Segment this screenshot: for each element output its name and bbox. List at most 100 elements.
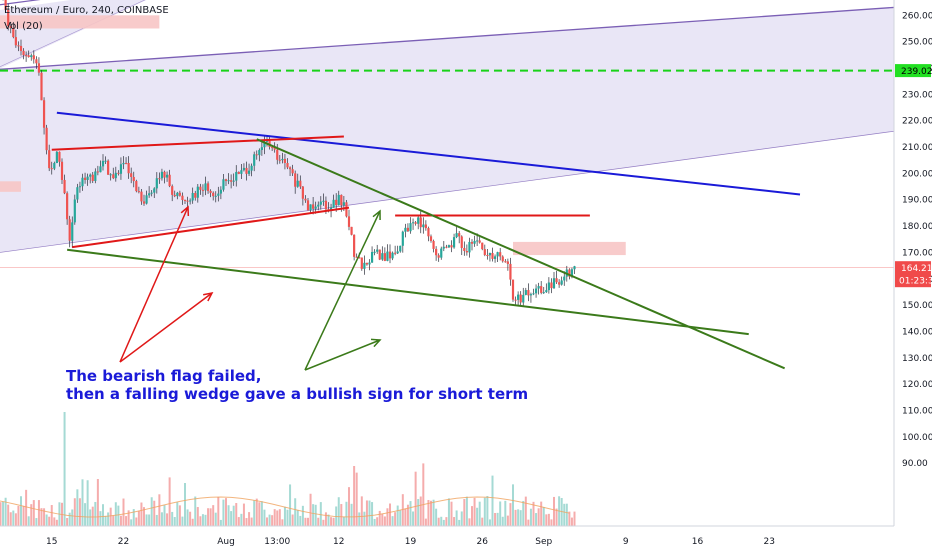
volume-bar: [230, 511, 233, 526]
volume-bar: [130, 519, 133, 526]
zone-0: [0, 15, 160, 29]
volume-bar: [53, 517, 56, 526]
volume-bar: [314, 504, 317, 526]
x-tick-label: 19: [405, 537, 417, 547]
y-tick-label: 230.00: [902, 90, 932, 100]
candle-body: [299, 180, 302, 187]
candle-body: [278, 159, 281, 161]
candle-body: [135, 181, 138, 192]
volume-bar: [81, 479, 84, 526]
candle-body: [194, 192, 197, 198]
volume-bar: [501, 516, 504, 526]
candle-body: [560, 280, 563, 285]
candle-body: [547, 282, 550, 291]
candle-body: [76, 187, 79, 200]
candle-body: [196, 186, 199, 198]
volume-bar: [296, 510, 299, 526]
candle-body: [14, 37, 17, 46]
candle-body: [452, 237, 456, 248]
candle-body: [463, 247, 466, 251]
candle-body: [537, 286, 540, 289]
volume-bar: [414, 471, 417, 526]
candle-body: [89, 174, 92, 177]
volume-bar: [286, 509, 289, 526]
y-tick-label: 100.00: [902, 433, 932, 443]
candle-body: [68, 219, 71, 241]
volume-bar: [260, 501, 263, 526]
candle-body: [417, 217, 420, 224]
volume-bar: [481, 517, 484, 526]
volume-bar: [301, 505, 304, 526]
volume-bar: [363, 511, 366, 526]
volume-bar: [78, 498, 81, 526]
candle-body: [504, 261, 507, 263]
candle-body: [306, 200, 310, 211]
candle-body: [58, 151, 61, 162]
candle-body: [132, 176, 135, 182]
candle-body: [165, 174, 169, 178]
x-tick-label: 12: [333, 537, 344, 547]
volume-bar: [348, 487, 350, 526]
candle-body: [117, 172, 120, 174]
volume-bar: [304, 517, 307, 526]
volume-bar: [294, 498, 297, 526]
candle-body: [235, 171, 238, 181]
volume-bar: [412, 511, 415, 526]
candle-body: [219, 189, 222, 194]
volume-bar: [204, 514, 207, 526]
volume-bar: [317, 517, 320, 526]
candle-body: [99, 166, 102, 173]
zone-1: [0, 181, 21, 192]
candle-body: [476, 240, 479, 242]
candle-body: [552, 278, 556, 289]
volume-indicator-label: Vol (20): [4, 21, 43, 32]
volume-bar: [330, 517, 333, 526]
volume-bar: [76, 489, 79, 526]
candle-body: [40, 72, 43, 101]
candle-body: [419, 217, 422, 228]
candle-body: [376, 249, 379, 252]
volume-bar: [378, 510, 381, 526]
volume-bar: [237, 517, 240, 526]
volume-bar: [20, 496, 22, 526]
candles: [2, 0, 576, 306]
volume-bar: [0, 502, 2, 526]
volume-bar: [340, 504, 343, 526]
volume-bar: [43, 508, 46, 526]
candle-body: [340, 194, 343, 206]
volume-bar: [547, 513, 550, 526]
volume-bar: [201, 514, 204, 526]
arrow-to-wedge-bottom: [304, 339, 381, 371]
volume-bar: [532, 501, 535, 526]
candle-body: [514, 299, 517, 301]
candle-body: [60, 161, 64, 180]
candle-body: [355, 256, 358, 258]
volume-bar: [299, 515, 302, 526]
volume-bar: [112, 515, 115, 526]
volume-bar: [14, 513, 17, 526]
candle-body: [347, 216, 351, 227]
volume-bar: [394, 512, 397, 526]
volume-bar: [114, 502, 117, 526]
candle-body: [542, 292, 545, 294]
x-tick-label: 13:00: [264, 537, 290, 547]
volume-bar: [463, 499, 466, 526]
volume-bar: [117, 505, 120, 526]
y-tick-label: 140.00: [902, 327, 932, 337]
y-tick-label: 260.00: [902, 11, 932, 21]
candle-body: [142, 201, 146, 204]
candle-body: [199, 186, 202, 190]
candle-body: [483, 249, 486, 256]
candle-body: [189, 200, 192, 202]
candle-body: [214, 195, 217, 197]
candle-body: [53, 163, 56, 169]
volume-bars: [0, 412, 576, 526]
candle-body: [294, 173, 297, 187]
volume-bar: [178, 505, 181, 526]
candle-body: [291, 169, 294, 174]
level-badge-label: 239.02: [901, 67, 932, 77]
candle-body: [481, 242, 484, 250]
candle-body: [509, 263, 512, 280]
